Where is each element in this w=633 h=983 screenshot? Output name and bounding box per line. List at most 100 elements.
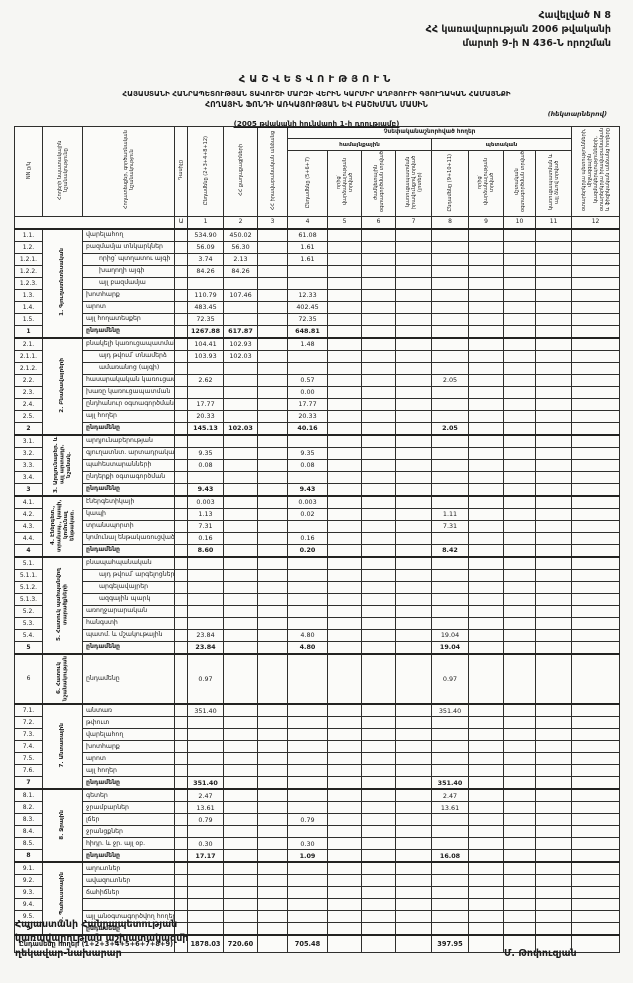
- value-cell: [534, 532, 573, 546]
- row-index-cell: 7.2.: [14, 716, 43, 730]
- value-cell: [223, 520, 258, 534]
- value-cell: [534, 277, 573, 291]
- land-type-cell: ազգային պարկ: [82, 593, 175, 607]
- value-cell: [503, 569, 536, 583]
- value-cell: [257, 398, 288, 412]
- table-row: 5.1.3. ազգային պարկ: [14, 593, 621, 607]
- value-cell: [468, 253, 504, 267]
- col-header-11-label: կառուցապատման և այլ ձևով տրված: [547, 154, 560, 211]
- value-cell: [395, 752, 432, 766]
- value-cell: [327, 605, 362, 619]
- row-index-cell: 7.4.: [14, 740, 43, 754]
- value-cell: [431, 593, 469, 607]
- value-cell: [187, 569, 224, 583]
- col-header-row-number: NN ը/կ: [14, 126, 43, 218]
- value-cell: [468, 641, 504, 655]
- value-cell: [431, 277, 469, 291]
- value-cell: 1.61: [287, 253, 328, 267]
- value-cell: [257, 434, 288, 449]
- group-label-cell-label: 2. Բնակավայրերի: [59, 358, 66, 413]
- value-cell: [287, 617, 328, 631]
- value-cell: [395, 483, 432, 497]
- value-cell: [468, 740, 504, 754]
- row-index-cell: 1.2.2.: [14, 265, 43, 279]
- value-cell: [571, 910, 621, 924]
- value-cell: [327, 520, 362, 534]
- value-cell: [361, 898, 396, 912]
- value-cell: [571, 337, 621, 352]
- row-index-cell: 8.2.: [14, 801, 43, 815]
- value-cell: [395, 520, 432, 534]
- value-cell: [327, 837, 362, 851]
- value-cell: [534, 471, 573, 485]
- value-cell: [287, 728, 328, 742]
- group-label-cell: 6. Հատուկ նշանակության: [42, 653, 83, 705]
- value-cell: [468, 874, 504, 888]
- value-cell: [257, 289, 288, 303]
- value-cell: [503, 337, 536, 352]
- value-cell: [571, 277, 621, 291]
- value-cell: [223, 581, 258, 595]
- table-row: 1.3. խոտհարք 110.79 107.46 12.33: [14, 289, 621, 303]
- group-label-cell-label: 1. Գյուղատնտեսական: [59, 248, 66, 317]
- value-cell: [503, 593, 536, 607]
- value-cell: [534, 801, 573, 815]
- land-type-cell: արոտ: [82, 752, 175, 766]
- value-cell: [361, 861, 396, 876]
- value-cell: [257, 825, 288, 839]
- value-cell: [534, 788, 573, 803]
- value-cell: [223, 374, 258, 388]
- value-cell: [361, 764, 396, 778]
- value-cell: [361, 325, 396, 339]
- value-cell: [287, 581, 328, 595]
- value-cell: [503, 861, 536, 876]
- value-cell: [187, 910, 224, 924]
- value-cell: [187, 861, 224, 876]
- value-cell: [257, 849, 288, 863]
- value-cell: [223, 813, 258, 827]
- code-cell: [174, 716, 188, 730]
- table-row: 2.2. հասարակական կառուցապատման 2.62 0.57 2.0…: [14, 374, 621, 388]
- value-cell: [327, 241, 362, 255]
- land-type-cell: ճահիճներ: [82, 886, 175, 900]
- code-cell: [174, 301, 188, 315]
- value-cell: [257, 641, 288, 655]
- code-cell: [174, 253, 188, 267]
- row-index-cell: 2.3.: [14, 386, 43, 400]
- row-index-cell: 8.4.: [14, 825, 43, 839]
- value-cell: [534, 483, 573, 497]
- value-cell: 1.48: [287, 337, 328, 352]
- value-cell: [361, 508, 396, 522]
- value-cell: [468, 301, 504, 315]
- value-cell: [361, 313, 396, 327]
- value-cell: [327, 740, 362, 754]
- value-cell: [223, 886, 258, 900]
- value-cell: [503, 228, 536, 243]
- code-cell: [174, 508, 188, 522]
- value-cell: [468, 898, 504, 912]
- value-cell: [534, 629, 573, 643]
- value-cell: [187, 764, 224, 778]
- value-cell: [395, 532, 432, 546]
- value-cell: 7.31: [187, 520, 224, 534]
- value-cell: [327, 508, 362, 522]
- value-cell: [327, 228, 362, 243]
- value-cell: 7.31: [431, 520, 469, 534]
- value-cell: [503, 447, 536, 461]
- code-cell: [174, 459, 188, 473]
- table-row: 5.1.2. արգելավայրեր: [14, 581, 621, 595]
- value-cell: [257, 325, 288, 339]
- code-cell: [174, 374, 188, 388]
- report-subtitle-community: ՀԱՅԱՍՏԱՆԻ ՀԱՆՐԱՊԵՏՈՒԹՅԱՆ ՏԱՎՈՒՇԻ ՄԱՐԶԻ Վ…: [122, 89, 511, 99]
- land-type-cell: էներգետիկայի: [82, 495, 175, 510]
- land-report-table: NN ը/կ Հողերի նպատակային նշանակությունը Հո…: [14, 126, 621, 954]
- value-cell: [361, 629, 396, 643]
- code-cell: [174, 653, 188, 705]
- value-cell: 16.08: [431, 849, 469, 863]
- value-cell: [534, 350, 573, 364]
- row-index-cell: 5.3.: [14, 617, 43, 631]
- land-type-cell: ամառանոց (այգի): [82, 362, 175, 376]
- band-state: պետական: [430, 138, 573, 152]
- value-cell: [361, 253, 396, 267]
- value-cell: [503, 520, 536, 534]
